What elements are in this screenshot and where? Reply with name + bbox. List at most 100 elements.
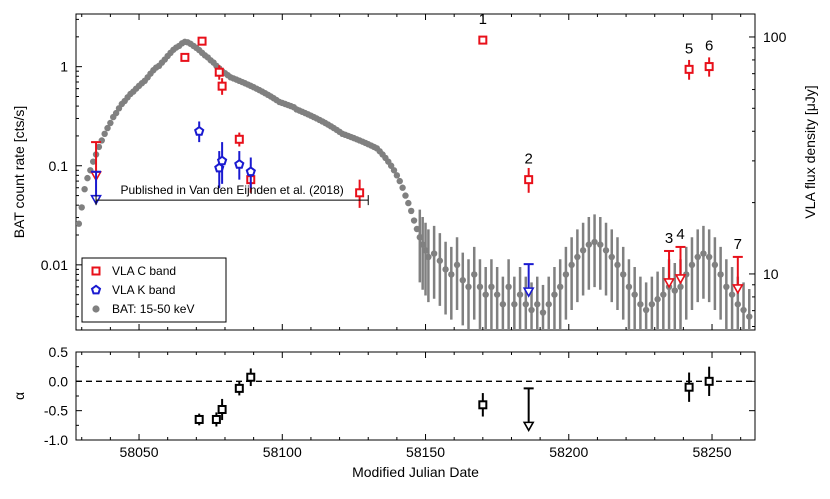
bat-point [493,291,501,298]
bat-point [574,253,581,261]
bat-point [471,271,478,278]
alpha-point [211,414,221,424]
bat-point [405,199,412,207]
bat-point [425,253,432,261]
left-y-tick-label: 1 [60,59,68,75]
bat-point [89,158,97,165]
bat-point [95,143,103,151]
bat-point [408,207,415,215]
bat-point [717,271,724,278]
bat-point [511,301,518,308]
alpha-point [704,376,714,386]
bat-point [516,291,524,298]
alpha-upper-limit-arrow [522,421,535,433]
bat-point [81,185,88,193]
annotation-text: Published in Van den Eijnden et al. (201… [121,183,344,197]
bat-point [688,261,696,269]
c-band-point [478,35,488,45]
alpha-y-axis-title: α [11,392,27,400]
bat-point [723,283,730,291]
bat-point [568,261,575,269]
bat-point [459,276,466,284]
bat-point [107,119,114,127]
alpha-point [217,404,227,414]
bat-point [465,283,472,291]
bat-point [104,124,111,132]
bat-point [740,306,747,314]
bat-point [660,291,667,298]
x-tick-label: 58250 [693,444,732,460]
right-y-axis-title: VLA flux density [μJy] [802,85,818,218]
bat-point [399,184,406,191]
bat-point [436,257,444,264]
bat-point [734,301,742,308]
bat-point [608,253,615,261]
alpha-point [478,400,488,410]
bat-point [410,217,418,224]
bat-point [419,241,426,248]
k-band-point [194,125,205,136]
bat-point [631,291,638,298]
c-band-epoch-label: 3 [665,230,673,247]
bat-point [84,174,91,182]
top-plot-frame [75,13,756,331]
bat-point [453,261,461,269]
c-band-upper-limit-arrow [731,284,744,295]
c-band-point [217,81,227,91]
legend-entry-label: BAT: 15-50 keV [112,302,195,316]
c-band-point [355,188,365,198]
bat-point [677,283,684,291]
c-band-epoch-label: 6 [705,38,713,55]
c-band-point [234,134,244,144]
x-axis-title: Modified Julian Date [352,464,479,480]
x-tick-label: 58050 [120,444,159,460]
bat-point [591,238,598,246]
bat-point [597,241,604,248]
k-band-point [234,158,245,169]
bat-point [694,253,701,261]
bat-point [671,287,678,294]
bat-point [654,296,661,303]
bat-point [700,250,707,257]
legend-box [81,257,227,323]
bat-point [556,283,564,291]
c-band-point [524,175,534,185]
c-band-point [214,67,224,77]
bat-point [390,167,398,174]
bat-point [614,261,621,269]
c-band-epoch-label: 7 [734,236,742,253]
bat-point [534,301,541,308]
bat-point [746,313,753,320]
c-band-point [704,62,714,72]
left-y-tick-label: 0.1 [49,158,69,174]
bat-point [482,291,489,298]
spectral-index-panel: 58050 58100 58150 58200 58250 Modified Julian… [11,344,756,480]
c-band-epoch-label: 1 [479,11,487,28]
bat-point [499,301,507,308]
top-data-layer [76,35,753,330]
x-tick-label: 58100 [263,444,302,460]
bat-point [602,247,610,254]
bat-point [728,291,736,298]
bat-point [101,130,108,138]
bat-point [442,266,449,273]
bat-point [78,204,85,211]
bat-point [393,172,401,179]
right-y-tick-label: 100 [763,29,787,45]
bat-point [545,301,552,308]
c-band-point [197,36,207,46]
bat-point [76,220,83,227]
bat-point [648,301,656,308]
bat-point [585,241,593,248]
x-tick-label: 58150 [406,444,445,460]
alpha-point [246,372,256,382]
bat-point [402,192,409,199]
bat-point [705,253,713,261]
alpha-y-tick-label: 0.5 [49,344,69,360]
bat-point [579,247,587,254]
bat-point [416,234,423,241]
bat-point [528,306,535,314]
legend-bat-marker [92,305,100,313]
c-band-upper-limit-arrow [674,274,687,285]
